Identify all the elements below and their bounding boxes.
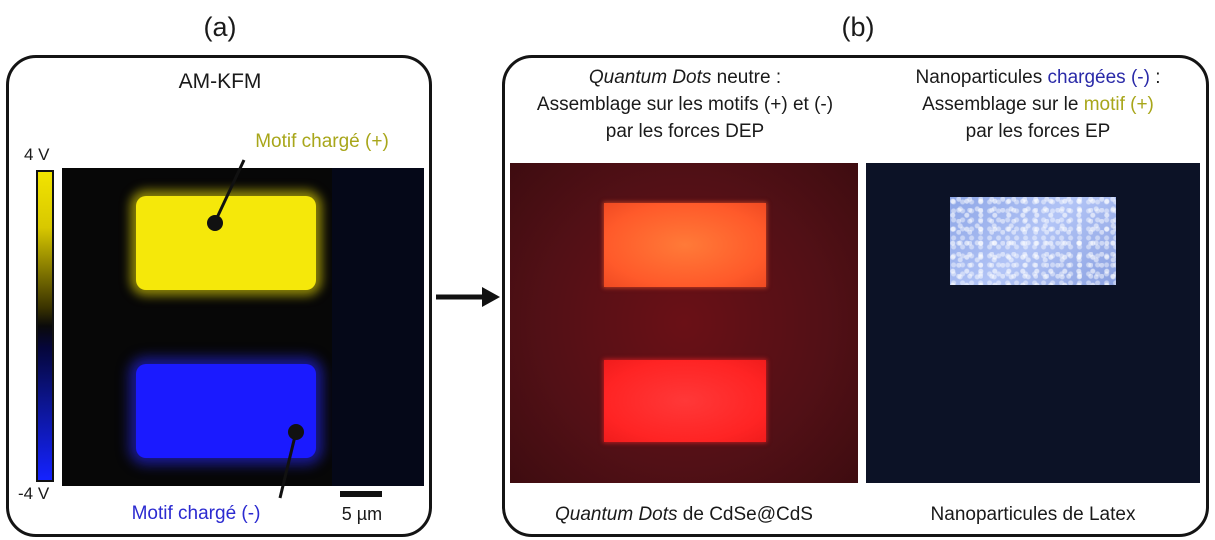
np-caption2-a: Assemblage sur le bbox=[922, 94, 1084, 115]
qd-caption-rest: neutre : bbox=[711, 67, 782, 88]
positive-motif-rect bbox=[136, 196, 316, 290]
qd-caption-line2: Assemblage sur les motifs (+) et (-) bbox=[536, 94, 834, 115]
qd-bottom-caption: Quantum Dots de CdSe@CdS bbox=[510, 501, 858, 528]
np-caption-charged: chargées (-) bbox=[1047, 67, 1150, 88]
qd-fluorescence-image bbox=[510, 163, 858, 483]
np-caption-a: Nanoparticules bbox=[915, 67, 1048, 88]
negative-leader-line bbox=[278, 431, 298, 499]
colorbar-max-label: 4 V bbox=[24, 145, 50, 164]
np-caption-line1: Nanoparticules chargées (-) : bbox=[868, 64, 1208, 91]
right-arrow-head bbox=[482, 287, 500, 307]
scale-bar-label: 5 µm bbox=[341, 504, 383, 524]
np-caption-line2: Assemblage sur le motif (+) bbox=[868, 91, 1208, 118]
latex-image bbox=[866, 163, 1200, 483]
np-caption-line3: par les forces EP bbox=[965, 121, 1111, 142]
negative-marker-dot bbox=[288, 424, 304, 440]
qd-top-rect bbox=[604, 203, 766, 287]
qd-bottom-em: Quantum Dots bbox=[555, 504, 678, 525]
np-caption2-motif: motif (+) bbox=[1083, 94, 1154, 115]
latex-bottom-caption: Nanoparticules de Latex bbox=[930, 504, 1136, 525]
kfm-title: AM-KFM bbox=[178, 70, 262, 93]
np-caption-c: : bbox=[1149, 67, 1161, 88]
qd-caption-line3: par les forces DEP bbox=[605, 121, 765, 142]
qd-bottom-rest: de CdSe@CdS bbox=[677, 504, 813, 525]
qd-caption-em: Quantum Dots bbox=[588, 67, 712, 88]
colorbar-min-label: -4 V bbox=[18, 484, 50, 503]
negative-motif-label: Motif chargé (-) bbox=[131, 503, 261, 524]
negative-motif-rect bbox=[136, 364, 316, 458]
panel-a-label: (a) bbox=[203, 12, 237, 42]
colorbar bbox=[36, 170, 54, 482]
kfm-image bbox=[62, 168, 424, 486]
qd-bottom-rect bbox=[604, 360, 766, 442]
positive-leader-line bbox=[213, 159, 246, 223]
positive-marker-dot bbox=[207, 215, 223, 231]
panel-b-label: (b) bbox=[841, 12, 875, 42]
qd-caption-line1: Quantum Dots neutre : bbox=[510, 64, 860, 91]
positive-motif-label: Motif chargé (+) bbox=[255, 131, 389, 152]
latex-rect bbox=[950, 197, 1116, 285]
